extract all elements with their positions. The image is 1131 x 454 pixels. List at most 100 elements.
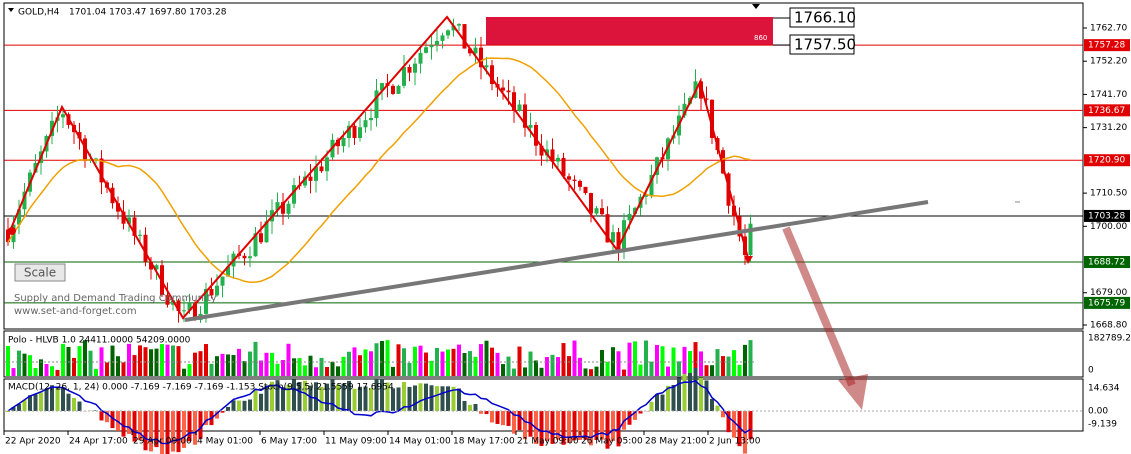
volume-bar bbox=[429, 360, 434, 376]
volume-bar bbox=[292, 358, 296, 376]
candle-body bbox=[308, 176, 313, 181]
candle-body bbox=[633, 207, 637, 214]
macd-bar bbox=[242, 400, 247, 411]
volume-bar bbox=[677, 361, 681, 376]
macd-bar bbox=[352, 388, 357, 411]
candle-body bbox=[611, 232, 615, 243]
volume-bar bbox=[308, 355, 313, 376]
volume-bar bbox=[204, 344, 208, 376]
zigzag bbox=[9, 15, 749, 320]
candle-body bbox=[391, 85, 395, 94]
price-label: 1700.00 bbox=[1090, 222, 1127, 232]
scale-button-label: Scale bbox=[24, 266, 56, 280]
macd-bar bbox=[132, 411, 137, 442]
volume-pane bbox=[3, 330, 1084, 378]
volume-label: Polo - HLVB 1.0 24411.0000 54209.0000 bbox=[8, 336, 191, 346]
volume-bar bbox=[132, 355, 137, 376]
volume-bar bbox=[105, 362, 109, 376]
macd-bar bbox=[627, 411, 632, 425]
candle-body bbox=[286, 203, 291, 214]
volume-bar bbox=[743, 344, 747, 376]
candle-body bbox=[138, 234, 142, 236]
macd-bar bbox=[380, 378, 384, 411]
candle-body bbox=[352, 125, 357, 139]
candle-body bbox=[655, 157, 659, 175]
candle-body bbox=[281, 202, 285, 214]
zone-price: 1766.10 bbox=[794, 9, 856, 27]
macd-bar bbox=[72, 397, 76, 411]
supply-zone bbox=[486, 17, 773, 45]
macd-bar bbox=[66, 393, 71, 411]
volume-bar bbox=[633, 341, 637, 376]
candle-body bbox=[490, 65, 494, 85]
volume-bar bbox=[578, 357, 582, 376]
price-label: 1668.80 bbox=[1090, 321, 1127, 331]
candle-body bbox=[451, 25, 456, 31]
volume-bar bbox=[121, 362, 126, 376]
macd-bar bbox=[286, 384, 291, 411]
menu-arrow[interactable] bbox=[8, 8, 14, 12]
candle-body bbox=[259, 233, 263, 243]
candle-body bbox=[204, 288, 208, 314]
price-label: 1679.00 bbox=[1090, 288, 1127, 298]
candle-body bbox=[380, 83, 384, 91]
candle-body bbox=[748, 223, 753, 256]
candle-body bbox=[589, 193, 593, 214]
macd-bar bbox=[600, 411, 604, 440]
volume-bar bbox=[198, 351, 203, 376]
volume-bar bbox=[231, 355, 236, 376]
macd-bar bbox=[429, 385, 434, 411]
volume-bar bbox=[253, 341, 258, 376]
macd-bar bbox=[572, 411, 577, 441]
candle-body bbox=[248, 256, 252, 259]
candle-body bbox=[325, 157, 329, 172]
macd-axis-label: 14.634 bbox=[1088, 384, 1120, 394]
scale-button[interactable] bbox=[14, 263, 66, 282]
macd-bar bbox=[550, 411, 555, 444]
candle-body bbox=[363, 120, 368, 128]
candle-body bbox=[627, 213, 632, 221]
macd-bar bbox=[638, 411, 643, 414]
volume-bar bbox=[215, 356, 219, 376]
volume-bar bbox=[6, 345, 10, 376]
time-label: 22 Apr 2020 bbox=[5, 437, 61, 447]
macd-bar bbox=[220, 411, 225, 413]
macd-bar bbox=[666, 385, 670, 411]
macd-bar bbox=[369, 387, 373, 411]
time-label: 2 Jun 13:00 bbox=[709, 437, 761, 447]
macd-label: MACD(12, 26, 1, 24) 0.000 -7.169 -7.169 … bbox=[8, 383, 394, 393]
macd-bar bbox=[473, 404, 478, 411]
volume-bar bbox=[127, 343, 131, 376]
watermark: www.set-and-forget.com bbox=[14, 306, 137, 317]
candle-body bbox=[506, 90, 511, 93]
volume-bar bbox=[347, 351, 351, 376]
volume-bar bbox=[165, 344, 170, 376]
volume-bar bbox=[506, 356, 511, 376]
volume-bar bbox=[55, 369, 60, 376]
candle-body bbox=[127, 217, 131, 224]
candle-body bbox=[732, 205, 736, 217]
macd-bar bbox=[33, 394, 38, 411]
volume-bar bbox=[699, 351, 703, 376]
volume-bar bbox=[413, 346, 417, 376]
candle-body bbox=[528, 125, 533, 128]
volume-bar bbox=[561, 343, 566, 376]
candle-body bbox=[534, 125, 538, 146]
time-label: 6 May 17:00 bbox=[261, 437, 317, 447]
volume-bar bbox=[704, 365, 709, 376]
macd-bar bbox=[748, 411, 753, 440]
macd-bar bbox=[490, 411, 494, 423]
candle-body bbox=[226, 266, 230, 277]
candle-body bbox=[468, 48, 472, 54]
macd-bar bbox=[154, 411, 159, 448]
volume-bar bbox=[501, 364, 505, 376]
watermark: Supply and Demand Trading Community bbox=[14, 293, 217, 304]
volume-bar bbox=[748, 340, 753, 376]
macd-bar bbox=[270, 381, 274, 411]
macd-bar bbox=[693, 367, 698, 411]
moving-average bbox=[7, 57, 751, 283]
volume-bar bbox=[407, 362, 412, 376]
macd-bar bbox=[501, 411, 505, 426]
macd-axis-label: -9.139 bbox=[1088, 420, 1117, 430]
